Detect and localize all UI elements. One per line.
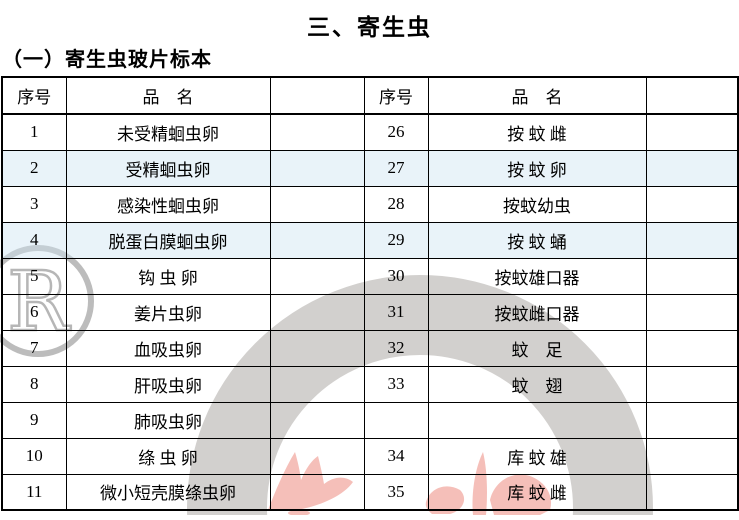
blank-cell (645, 221, 739, 259)
row-number-cell: 5 (1, 257, 67, 295)
row-number-cell: 1 (1, 113, 67, 151)
row-number-cell: 35 (363, 473, 429, 511)
row-number-cell: 28 (363, 185, 429, 223)
row-number-cell: 30 (363, 257, 429, 295)
blank-cell (645, 149, 739, 187)
blank-cell (645, 185, 739, 223)
table-row: 9 肺吸虫卵 (1, 401, 739, 439)
item-name-cell: 按 蚊 雌 (427, 113, 647, 151)
item-name-cell: 脱蛋白膜蛔虫卵 (65, 221, 271, 259)
table-row: 8 肝吸虫卵 33 蚊 翅 (1, 365, 739, 403)
blank-cell (269, 365, 365, 403)
blank-cell (269, 149, 365, 187)
row-number-cell: 32 (363, 329, 429, 367)
item-name-cell (427, 401, 647, 439)
row-number-cell: 26 (363, 113, 429, 151)
row-number-cell: 11 (1, 473, 67, 511)
blank-cell (645, 437, 739, 475)
item-name-cell: 按蚊雄口器 (427, 257, 647, 295)
header-no-cell: 序号 (363, 76, 429, 115)
item-name-cell: 按蚊幼虫 (427, 185, 647, 223)
item-name-cell: 绦 虫 卵 (65, 437, 271, 475)
header-name-cell: 品 名 (65, 76, 271, 115)
row-number-cell: 29 (363, 221, 429, 259)
blank-cell (645, 329, 739, 367)
row-number-cell: 10 (1, 437, 67, 475)
blank-cell (645, 473, 739, 511)
blank-cell (269, 401, 365, 439)
table-row: 3 感染性蛔虫卵 28 按蚊幼虫 (1, 185, 739, 223)
blank-cell (645, 365, 739, 403)
item-name-cell: 姜片虫卵 (65, 293, 271, 331)
header-name-cell: 品 名 (427, 76, 647, 115)
blank-cell (269, 221, 365, 259)
row-number-cell: 27 (363, 149, 429, 187)
item-name-cell: 库 蚊 雄 (427, 437, 647, 475)
blank-cell (269, 473, 365, 511)
item-name-cell: 微小短壳膜绦虫卵 (65, 473, 271, 511)
table-row: 4 脱蛋白膜蛔虫卵 29 按 蚊 蛹 (1, 221, 739, 259)
row-number-cell: 9 (1, 401, 67, 439)
row-number-cell (363, 401, 429, 439)
blank-cell (645, 257, 739, 295)
table-row: 5 钩 虫 卵 30 按蚊雄口器 (1, 257, 739, 295)
item-name-cell: 未受精蛔虫卵 (65, 113, 271, 151)
header-no-cell: 序号 (1, 76, 67, 115)
item-name-cell: 血吸虫卵 (65, 329, 271, 367)
table-row: 2 受精蛔虫卵 27 按 蚊 卵 (1, 149, 739, 187)
specimen-table: 序号 品 名 序号 品 名 1 未受精蛔虫卵 26 按 蚊 雌 2 受精蛔虫卵 (1, 76, 739, 511)
item-name-cell: 肝吸虫卵 (65, 365, 271, 403)
table-row: 7 血吸虫卵 32 蚊 足 (1, 329, 739, 367)
page-title: 三、寄生虫 (307, 14, 432, 40)
row-number-cell: 4 (1, 221, 67, 259)
blank-cell (269, 437, 365, 475)
item-name-cell: 钩 虫 卵 (65, 257, 271, 295)
row-number-cell: 7 (1, 329, 67, 367)
table-row: 10 绦 虫 卵 34 库 蚊 雄 (1, 437, 739, 475)
header-blank-cell (645, 76, 739, 115)
header-row: 序号 品 名 序号 品 名 (1, 76, 739, 115)
item-name-cell: 库 蚊 雌 (427, 473, 647, 511)
item-name-cell: 受精蛔虫卵 (65, 149, 271, 187)
blank-cell (645, 401, 739, 439)
row-number-cell: 34 (363, 437, 429, 475)
table-row: 11 微小短壳膜绦虫卵 35 库 蚊 雌 (1, 473, 739, 511)
table-row: 6 姜片虫卵 31 按蚊雌口器 (1, 293, 739, 331)
row-number-cell: 31 (363, 293, 429, 331)
blank-cell (645, 113, 739, 151)
blank-cell (269, 185, 365, 223)
row-number-cell: 8 (1, 365, 67, 403)
item-name-cell: 按 蚊 蛹 (427, 221, 647, 259)
item-name-cell: 按蚊雌口器 (427, 293, 647, 331)
table-row: 1 未受精蛔虫卵 26 按 蚊 雌 (1, 113, 739, 151)
blank-cell (269, 113, 365, 151)
row-number-cell: 33 (363, 365, 429, 403)
blank-cell (269, 257, 365, 295)
item-name-cell: 感染性蛔虫卵 (65, 185, 271, 223)
blank-cell (269, 329, 365, 367)
blank-cell (269, 293, 365, 331)
item-name-cell: 蚊 翅 (427, 365, 647, 403)
item-name-cell: 按 蚊 卵 (427, 149, 647, 187)
header-blank-cell (269, 76, 365, 115)
item-name-cell: 蚊 足 (427, 329, 647, 367)
blank-cell (645, 293, 739, 331)
row-number-cell: 6 (1, 293, 67, 331)
section-title: （一）寄生虫玻片标本 (2, 49, 212, 71)
item-name-cell: 肺吸虫卵 (65, 401, 271, 439)
row-number-cell: 2 (1, 149, 67, 187)
row-number-cell: 3 (1, 185, 67, 223)
